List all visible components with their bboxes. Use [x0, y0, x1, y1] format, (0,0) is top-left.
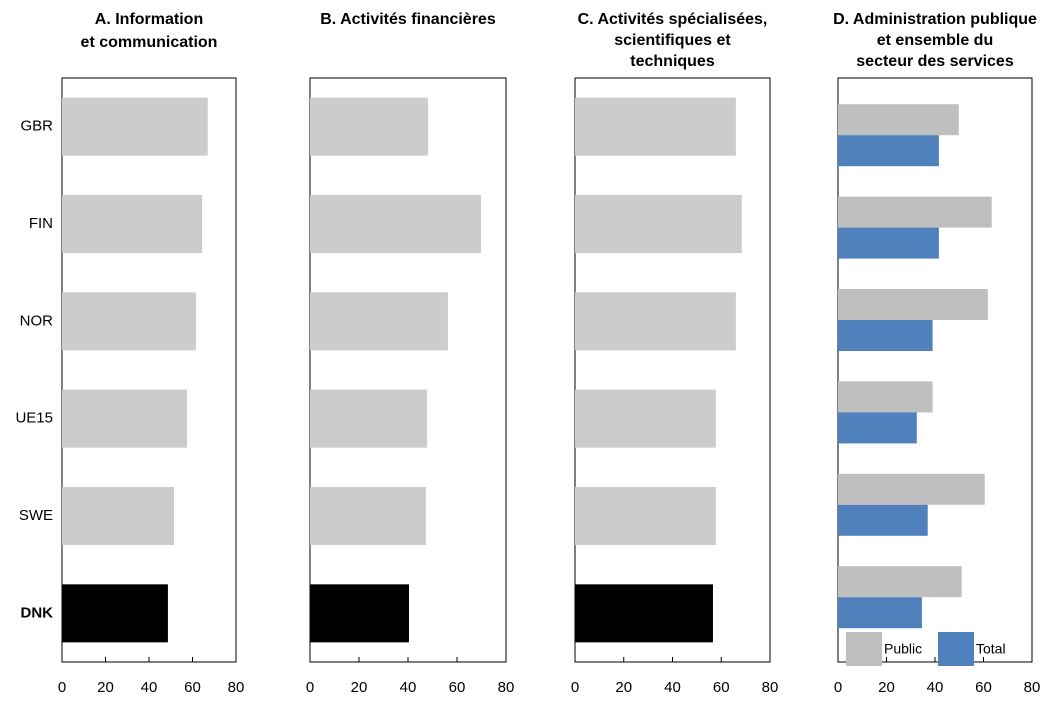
x-tick-label: 80 [498, 679, 515, 696]
bar [62, 389, 188, 448]
x-tick-label: 20 [97, 679, 114, 696]
bar [62, 195, 203, 253]
bar [62, 292, 196, 351]
y-tick-label: DNK [21, 604, 54, 621]
x-tick-label: 0 [571, 679, 579, 696]
legend-label: Public [884, 641, 922, 657]
panel-title: techniques [630, 53, 715, 70]
panel-title: et ensemble du [877, 32, 993, 49]
bar [838, 381, 933, 413]
x-tick-label: 60 [449, 679, 466, 696]
bar [838, 135, 939, 167]
y-tick-label: GBR [20, 118, 53, 135]
y-tick-label: SWE [19, 507, 53, 524]
x-tick-label: 20 [351, 679, 368, 696]
x-tick-label: 0 [58, 679, 66, 696]
bar [838, 473, 985, 505]
x-tick-label: 40 [664, 679, 681, 696]
bar [838, 412, 917, 444]
panel-title: scientifiques et [614, 32, 731, 49]
bar [838, 227, 939, 259]
panel-title: secteur des services [856, 53, 1014, 70]
y-tick-label: FIN [29, 215, 53, 232]
x-tick-label: 80 [228, 679, 245, 696]
x-tick-label: 40 [141, 679, 158, 696]
plot-frame [61, 77, 237, 663]
bar [62, 584, 168, 643]
x-tick-label: 0 [834, 679, 842, 696]
bar [838, 566, 962, 598]
x-tick-label: 60 [975, 679, 992, 696]
panel-title: B. Activités financières [320, 11, 496, 28]
bar [62, 487, 175, 545]
bar [838, 104, 959, 136]
bar [575, 195, 742, 253]
panel-title: D. Administration publique [833, 11, 1037, 28]
x-tick-label: 20 [878, 679, 895, 696]
bar [310, 97, 429, 156]
bar [62, 97, 208, 156]
bar [838, 597, 922, 629]
panel-title: et communication [81, 34, 218, 51]
x-tick-label: 40 [927, 679, 944, 696]
x-tick-label: 0 [306, 679, 314, 696]
panel-title: A. Information [95, 11, 203, 28]
legend-swatch [938, 632, 974, 666]
plot-frame [574, 77, 771, 663]
bar [575, 487, 716, 545]
x-tick-label: 80 [762, 679, 779, 696]
bar [310, 487, 426, 545]
bar [310, 195, 482, 253]
x-tick-label: 80 [1024, 679, 1041, 696]
bar [838, 196, 992, 228]
bar [838, 320, 933, 351]
legend-label: Total [976, 641, 1006, 657]
legend-swatch [846, 632, 882, 666]
panel-title: C. Activités spécialisées, [578, 11, 768, 28]
x-tick-label: 60 [713, 679, 730, 696]
y-tick-label: NOR [20, 312, 54, 329]
plot-frame [309, 77, 507, 663]
x-tick-label: 60 [184, 679, 201, 696]
x-tick-label: 40 [400, 679, 417, 696]
bar [838, 504, 928, 536]
y-tick-label: UE15 [15, 410, 53, 427]
bar [310, 292, 448, 351]
bar [310, 584, 409, 643]
bar [838, 289, 988, 320]
bar [575, 97, 736, 156]
bar [575, 584, 713, 643]
bar [310, 389, 428, 448]
x-tick-label: 20 [615, 679, 632, 696]
bar [575, 292, 736, 351]
bar [575, 389, 716, 448]
